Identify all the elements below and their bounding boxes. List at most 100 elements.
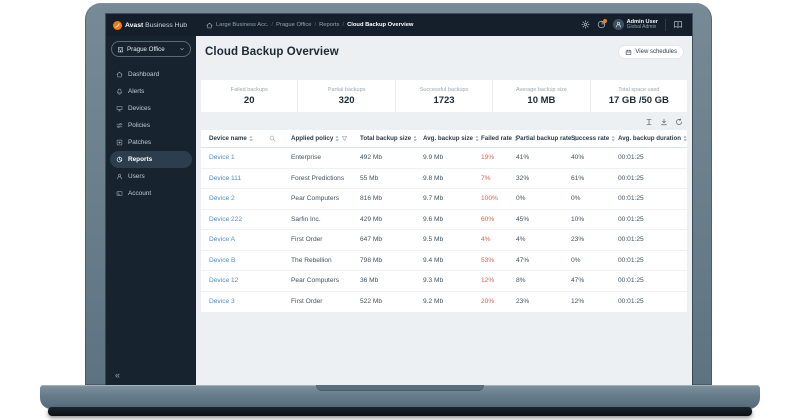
column-header-device-name[interactable]: Device name [201,135,283,142]
device-link[interactable]: Device 222 [209,215,242,223]
filter-icon[interactable] [341,135,348,142]
breadcrumb-item[interactable]: Prague Office [276,22,312,28]
stat-value: 10 MB [527,94,556,106]
cell-policy: Sarfin Inc. [291,215,321,223]
sidebar-item-account[interactable]: Account [106,185,196,202]
app-window: Avast Business Hub Large Business Acc. / P… [105,13,693,386]
cell-partial: 8% [516,277,526,285]
sort-icon[interactable] [611,135,616,142]
brand-name: Avast Business Hub [125,21,188,29]
monitor-icon [116,105,123,112]
sidebar-item-policies[interactable]: Policies [106,117,196,134]
device-link[interactable]: Device 3 [209,298,235,306]
sort-icon[interactable] [683,135,688,142]
table-row: Device 111 Forest Predictions 55 Mb 9.8 Mb 7… [201,169,687,189]
cell-failed: 4% [481,236,491,244]
sidebar-item-patches[interactable]: Patches [106,134,196,151]
sidebar-item-devices[interactable]: Devices [106,100,196,117]
cell-partial: 41% [516,154,530,162]
refresh-icon[interactable] [675,118,683,126]
cell-policy: Forest Predictions [291,174,345,182]
sidebar-item-dashboard[interactable]: Dashboard [106,66,196,83]
sort-icon[interactable] [573,135,578,142]
site-selector[interactable]: Prague Office [111,41,191,57]
sidebar-item-label: Policies [128,122,151,129]
chevron-down-icon [179,46,185,52]
main-content: Cloud Backup Overview View schedules Fai… [196,36,692,385]
column-header-avg-backup-size[interactable]: Avg. backup size [415,135,479,142]
sidebar-item-users[interactable]: Users [106,168,196,185]
top-navigation-bar: Avast Business Hub Large Business Acc. / P… [106,14,692,36]
view-schedules-button[interactable]: View schedules [618,45,684,59]
device-link[interactable]: Device A [209,236,236,244]
sidebar-item-label: Account [128,190,152,197]
cell-partial: 23% [516,298,530,306]
cell-success: 10% [571,215,585,223]
device-link[interactable]: Device B [209,256,236,264]
cell-policy: First Order [291,236,323,244]
cell-total: 647 Mb [360,236,382,244]
stat-label: Average backup size [515,86,567,93]
column-header-failed-rate[interactable]: Failed rate [473,135,518,142]
stat-average-backup-size: Average backup size 10 MB [492,80,589,112]
breadcrumb-item[interactable]: Reports [319,22,340,28]
device-link[interactable]: Device 12 [209,277,239,285]
column-header-avg-backup-duration[interactable]: Avg. backup duration [610,135,688,142]
sidebar-item-reports[interactable]: Reports [110,151,192,168]
sort-icon[interactable] [475,135,479,142]
column-header-total-backup-size[interactable]: Total backup size [352,135,418,142]
sidebar-item-label: Dashboard [128,71,160,78]
gear-icon[interactable] [581,20,590,29]
backup-report-table: Device name Applied policy Total backup si… [201,130,688,312]
sort-icon[interactable] [249,135,253,142]
breadcrumb-item[interactable]: Cloud Backup Overview [347,22,414,28]
table-row: Device 12 Pear Computers 36 Mb 9.3 Mb 12% 8% 4… [201,271,687,292]
stat-label: Successful backups [419,86,469,93]
columns-icon[interactable] [645,118,653,126]
home-icon[interactable] [206,22,213,29]
device-link[interactable]: Device 1 [209,154,235,162]
cell-success: 40% [571,154,585,162]
laptop-base [40,385,760,409]
cell-total: 798 Mb [360,256,382,264]
cell-total: 36 Mb [360,277,379,285]
trial-status-icon[interactable] [597,19,607,29]
laptop-shadow [48,407,752,416]
user-menu[interactable]: Admin User Global Admin [612,19,658,31]
avast-logo-icon [113,20,122,30]
device-link[interactable]: Device 111 [209,174,242,182]
cell-avg: 9.7 Mb [423,195,444,203]
sort-icon[interactable] [335,135,340,142]
cell-total: 492 Mb [360,154,382,162]
cell-partial: 45% [516,215,530,223]
sidebar-collapse-button[interactable]: « [115,370,121,380]
calendar-icon [625,49,632,56]
stat-value: 17 GB /50 GB [608,94,669,106]
breadcrumb-separator: / [314,22,317,28]
download-icon[interactable] [660,118,668,126]
building-icon [117,46,124,53]
column-header-applied-policy[interactable]: Applied policy [283,135,352,142]
search-icon[interactable] [269,135,276,142]
sort-icon[interactable] [413,135,418,142]
cell-total: 816 Mb [360,195,382,203]
column-header-partial-backup-rate[interactable]: Partial backup rate [508,135,578,142]
cell-failed: 7% [481,174,491,182]
sort-icon[interactable] [514,135,518,142]
sidebar-item-alerts[interactable]: Alerts [106,83,196,100]
stat-value: 320 [338,94,355,106]
device-link[interactable]: Device 2 [209,195,235,203]
stat-successful-backups: Successful backups 1723 [394,80,492,112]
column-header-success-rate[interactable]: Success rate [563,135,616,142]
breadcrumb-item[interactable]: Large Business Acc. [216,22,269,28]
table-row: Device A First Order 647 Mb 9.5 Mb 4% 4% 23% 00… [201,230,687,251]
sidebar-item-label: Alerts [128,88,145,95]
console-switcher-icon[interactable] [673,20,683,29]
table-row: Device 2 Pear Computers 816 Mb 9.7 Mb 100% 0%… [201,189,687,210]
column-header-label: Total backup size [360,135,412,142]
cell-partial: 32% [516,174,530,182]
cell-failed: 19% [481,154,495,162]
column-header-label: Avg. backup duration [618,135,682,142]
laptop-lid: Avast Business Hub Large Business Acc. / P… [85,3,712,386]
